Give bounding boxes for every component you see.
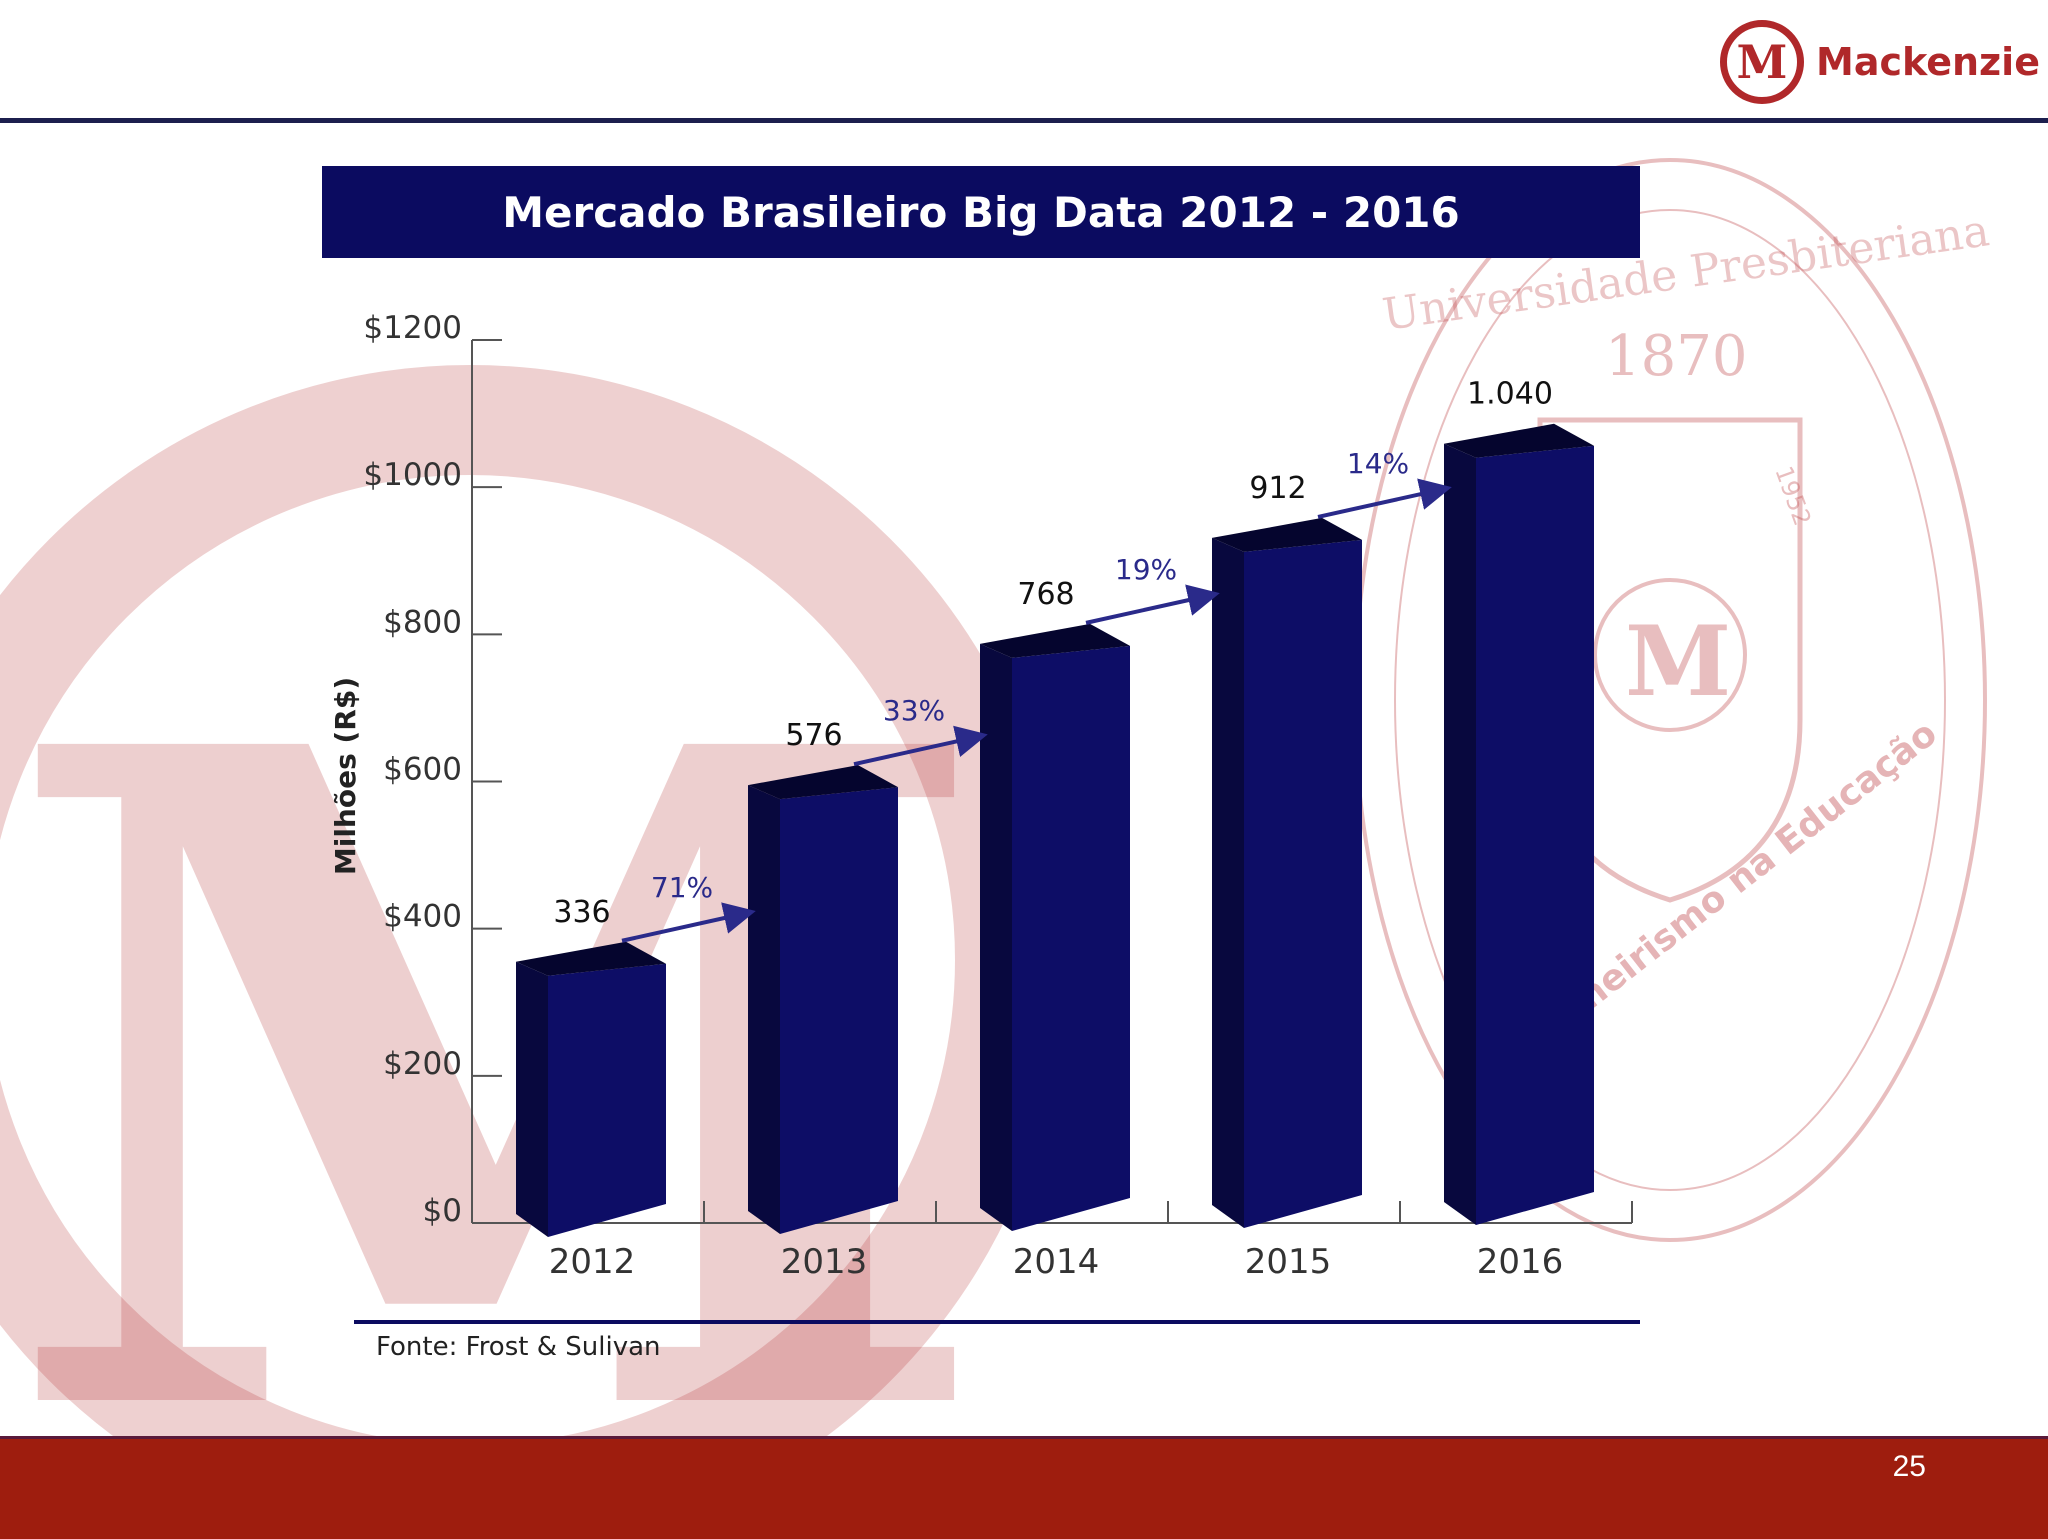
bar-2015-side [1212,537,1244,1228]
bar-2014 [1012,645,1130,1231]
y-tick-label: $800 [383,604,462,640]
value-label: 1.040 [1467,377,1553,412]
x-tick-label: 2014 [1013,1242,1100,1282]
chart-bars [516,423,1594,1237]
bar-2016-side [1444,443,1476,1225]
footer-band [0,1436,2048,1539]
bar-2016-top [1444,423,1594,458]
x-tick-label: 2012 [549,1242,636,1282]
value-label: 768 [1017,577,1074,612]
bar-2013-side [748,785,780,1234]
y-tick-label: $200 [383,1046,462,1082]
header-divider [0,118,2048,123]
growth-arrow [1317,478,1452,519]
bar-2015 [1244,539,1362,1228]
bar-2016 [1476,445,1594,1225]
bar-2012 [548,963,666,1237]
y-tick-label: $1000 [363,457,462,493]
x-tick-label: 2013 [781,1242,868,1282]
x-tick-label: 2015 [1245,1242,1332,1282]
value-label: 336 [553,895,610,930]
chart-title-bar: Mercado Brasileiro Big Data 2012 - 2016 [322,166,1640,258]
watermark-seal-year: 1870 [1605,324,1748,389]
source-divider [354,1320,1640,1324]
y-tick-label: $0 [423,1193,462,1229]
y-tick-label: $1200 [363,310,462,346]
value-label: 576 [785,718,842,753]
y-axis-label: Milhões (R$) [329,677,362,875]
mackenzie-logo: M Mackenzie [1720,12,2040,112]
logo-text: Mackenzie [1816,40,2040,84]
bar-2014-side [980,643,1012,1231]
logo-emblem-icon: M [1720,20,1804,104]
growth-label: 33% [883,694,945,727]
growth-label: 71% [651,871,713,904]
chart-labels: $0 $200 $400 $600 $800 $1000 $1200 2012 336 2013 5… [363,310,1563,1282]
growth-arrow [1085,584,1220,625]
chart-axes [471,339,1633,1224]
value-label: 912 [1249,471,1306,506]
page-number: 25 [1892,1450,1926,1483]
bar-2012-side [516,961,548,1237]
growth-arrow [621,902,756,943]
source-note: Fonte: Frost & Sulivan [376,1332,661,1362]
bar-2015-top [1212,517,1362,552]
chart-title: Mercado Brasileiro Big Data 2012 - 2016 [502,187,1460,237]
growth-label: 19% [1115,553,1177,586]
growth-label: 14% [1347,447,1409,480]
y-tick-label: $600 [383,752,462,788]
watermark-seal-letter: M [1625,605,1731,718]
growth-arrow [853,725,988,767]
y-tick-label: $400 [383,899,462,935]
bar-2012-top [516,941,666,976]
bar-2014-top [980,623,1130,658]
bar-2013-top [748,765,898,800]
bar-2013 [780,787,898,1234]
logo-letter: M [1736,35,1788,89]
x-tick-label: 2016 [1477,1242,1564,1282]
